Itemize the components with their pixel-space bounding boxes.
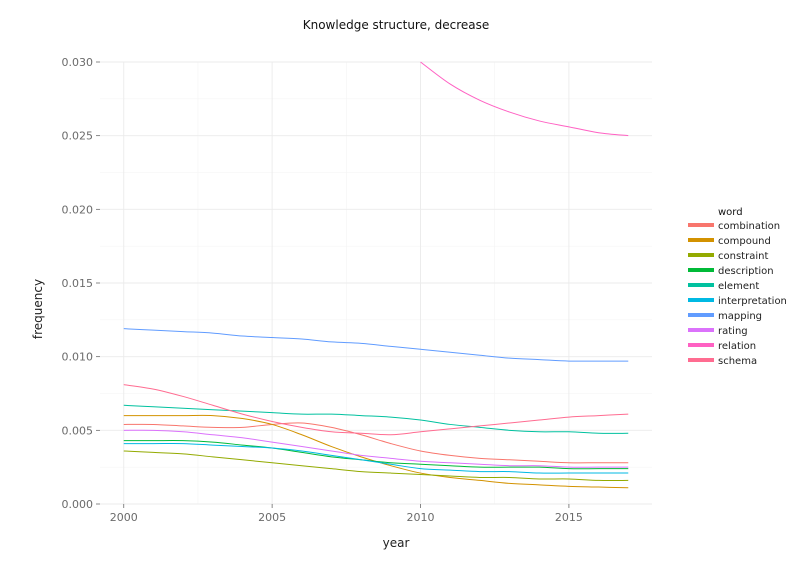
- legend-item-schema: schema: [688, 356, 757, 367]
- y-tick-label: 0.015: [62, 277, 94, 290]
- legend-label: mapping: [718, 311, 762, 322]
- y-tick-label: 0.000: [62, 498, 94, 511]
- legend-title: word: [718, 207, 743, 218]
- legend-label: schema: [718, 356, 757, 367]
- legend-item-element: element: [688, 281, 759, 292]
- plot-lines: [123, 61, 629, 489]
- legend-label: compound: [718, 236, 771, 247]
- x-tick-label: 2015: [555, 511, 583, 524]
- y-tick-label: 0.025: [62, 130, 94, 143]
- series-line-description: [123, 440, 629, 470]
- legend-item-rating: rating: [688, 326, 748, 337]
- x-tick-label: 2000: [110, 511, 138, 524]
- y-tick-label: 0.010: [62, 351, 94, 364]
- series-line-schema: [123, 384, 629, 436]
- y-tick-label: 0.030: [62, 56, 94, 69]
- legend-swatch: [688, 343, 714, 347]
- y-axis-title: frequency: [31, 279, 45, 339]
- legend-swatch: [688, 268, 714, 272]
- x-axis-title: year: [383, 536, 410, 550]
- legend-swatch: [688, 313, 714, 317]
- x-axis: 2000 2005 2010 2015: [110, 504, 583, 524]
- y-axis: 0.000 0.005 0.010 0.015 0.020 0.025 0.030: [62, 56, 100, 511]
- legend-swatch: [688, 328, 714, 332]
- y-tick-label: 0.020: [62, 203, 94, 216]
- legend-label: element: [718, 281, 759, 292]
- legend-swatch: [688, 358, 714, 362]
- legend-label: relation: [718, 341, 756, 352]
- series-line-interpretation: [123, 442, 629, 474]
- legend-swatch: [688, 283, 714, 287]
- legend-label: combination: [718, 221, 780, 232]
- legend-item-interpretation: interpretation: [688, 296, 787, 307]
- legend-swatch: [688, 238, 714, 242]
- legend-swatch: [688, 298, 714, 302]
- legend-item-compound: compound: [688, 236, 771, 247]
- series-line-combination: [123, 422, 629, 464]
- series-line-relation: [420, 61, 629, 137]
- chart-title: Knowledge structure, decrease: [303, 18, 490, 32]
- legend-item-description: description: [688, 266, 774, 277]
- legend-swatch: [688, 223, 714, 227]
- legend-items: combination compound constraint description…: [688, 221, 787, 367]
- y-tick-label: 0.005: [62, 424, 94, 437]
- legend-label: interpretation: [718, 296, 787, 307]
- legend-label: constraint: [718, 251, 768, 262]
- legend-swatch: [688, 253, 714, 257]
- x-tick-label: 2010: [407, 511, 435, 524]
- series-line-element: [123, 404, 629, 434]
- series-line-constraint: [123, 450, 629, 482]
- legend-item-mapping: mapping: [688, 311, 762, 322]
- legend: word combination compound constraint descri…: [688, 207, 787, 367]
- x-tick-label: 2005: [258, 511, 286, 524]
- legend-label: rating: [718, 326, 748, 337]
- series-line-mapping: [123, 328, 629, 362]
- grid: [100, 61, 652, 505]
- series-line-rating: [123, 429, 629, 468]
- series-line-compound: [123, 414, 629, 489]
- legend-item-combination: combination: [688, 221, 780, 232]
- legend-item-constraint: constraint: [688, 251, 768, 262]
- legend-label: description: [718, 266, 774, 277]
- legend-item-relation: relation: [688, 341, 756, 352]
